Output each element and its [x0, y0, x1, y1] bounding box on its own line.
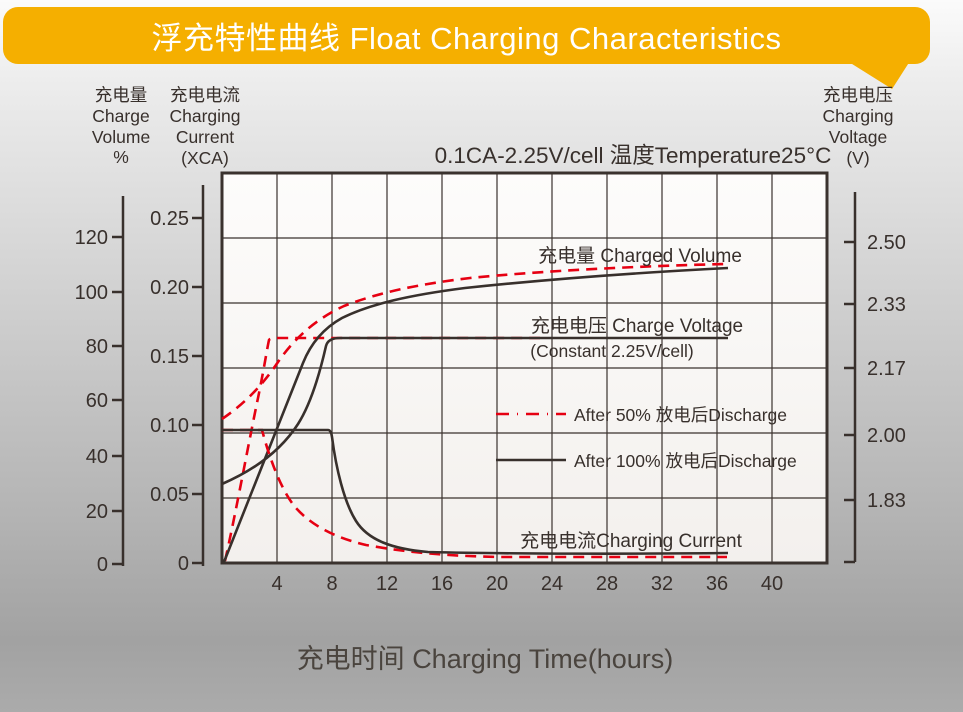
- tick-label: 2.50: [867, 232, 906, 254]
- axis-label: (XCA): [181, 148, 229, 168]
- tick-label: 0.25: [150, 208, 189, 230]
- axis-label: Charging: [169, 106, 240, 126]
- tick-label: 24: [541, 573, 563, 595]
- axis-charging-voltage: 充电电压 Charging Voltage (V) 2.50 2.33 2.17…: [822, 85, 906, 564]
- axis-label: 充电电流: [170, 85, 240, 105]
- tick-label: 0.05: [150, 484, 189, 506]
- axis-label: 充电电压: [823, 85, 893, 105]
- tick-label: 16: [431, 573, 453, 595]
- tick-label: 2.00: [867, 425, 906, 447]
- tick-label: 32: [651, 573, 673, 595]
- curves: [221, 262, 729, 563]
- tick-label: 4: [271, 573, 282, 595]
- tick-label: 2.17: [867, 358, 906, 380]
- tick-label: 60: [86, 390, 108, 412]
- label-charge-voltage-constant: (Constant 2.25V/cell): [530, 341, 693, 361]
- axis-label: %: [113, 147, 129, 167]
- legend-label-50: After 50% 放电后Discharge: [574, 405, 787, 425]
- tick-label: 1.83: [867, 490, 906, 512]
- tick-label: 0.20: [150, 277, 189, 299]
- axis-line: [112, 196, 125, 566]
- legend: After 50% 放电后Discharge After 100% 放电后Dis…: [496, 405, 797, 471]
- label-charging-current: 充电电流Charging Current: [520, 530, 742, 552]
- tick-label: 8: [326, 573, 337, 595]
- axis-line: [844, 192, 857, 564]
- tick-label: 40: [761, 573, 783, 595]
- axis-label: Charging: [822, 106, 893, 126]
- tick-label: 80: [86, 336, 108, 358]
- tick-label: 36: [706, 573, 728, 595]
- x-axis-title: 充电时间 Charging Time(hours): [297, 644, 674, 674]
- axis-line: [192, 185, 205, 566]
- axis-label: 充电量: [95, 85, 148, 105]
- tick-label: 0.10: [150, 415, 189, 437]
- tick-label: 0: [97, 554, 108, 576]
- title-banner: 浮充特性曲线 Float Charging Characteristics: [3, 7, 930, 64]
- legend-label-100: After 100% 放电后Discharge: [574, 451, 797, 471]
- condition-title: 0.1CA-2.25V/cell 温度Temperature25°C: [435, 143, 832, 168]
- tick-label: 40: [86, 446, 108, 468]
- axis-label: Current: [176, 127, 234, 147]
- axis-charging-current: 充电电流 Charging Current (XCA) 0.25 0.20 0.…: [150, 85, 240, 575]
- grid-horizontal: [223, 237, 826, 499]
- curve-charged-volume-50: [221, 262, 727, 421]
- curve-charging-current-50: [222, 428, 727, 559]
- axis-label: (V): [846, 148, 869, 168]
- axis-label: Charge: [92, 106, 149, 126]
- curve-charging-current-100: [222, 428, 729, 555]
- curve-charge-voltage-50: [223, 336, 540, 562]
- axis-time: 4 8 12 16 20 24 28 32 36 40: [271, 573, 783, 595]
- axis-label: Volume: [92, 127, 150, 147]
- label-charge-voltage: 充电电压 Charge Voltage: [531, 315, 743, 337]
- axis-label: Voltage: [829, 127, 887, 147]
- tick-label: 20: [86, 501, 108, 523]
- tick-label: 0.15: [150, 346, 189, 368]
- tick-label: 20: [486, 573, 508, 595]
- label-charged-volume: 充电量 Charged Volume: [538, 245, 742, 267]
- tick-label: 2.33: [867, 294, 906, 316]
- tick-label: 120: [75, 227, 108, 249]
- curve-charged-volume-100: [222, 266, 729, 563]
- page-title: 浮充特性曲线 Float Charging Characteristics: [151, 21, 782, 56]
- axis-charge-volume: 充电量 Charge Volume % 120 100 80 60 40 20 …: [75, 85, 151, 576]
- tick-label: 12: [376, 573, 398, 595]
- tick-label: 28: [596, 573, 618, 595]
- tick-label: 0: [178, 553, 189, 575]
- tick-label: 100: [75, 282, 108, 304]
